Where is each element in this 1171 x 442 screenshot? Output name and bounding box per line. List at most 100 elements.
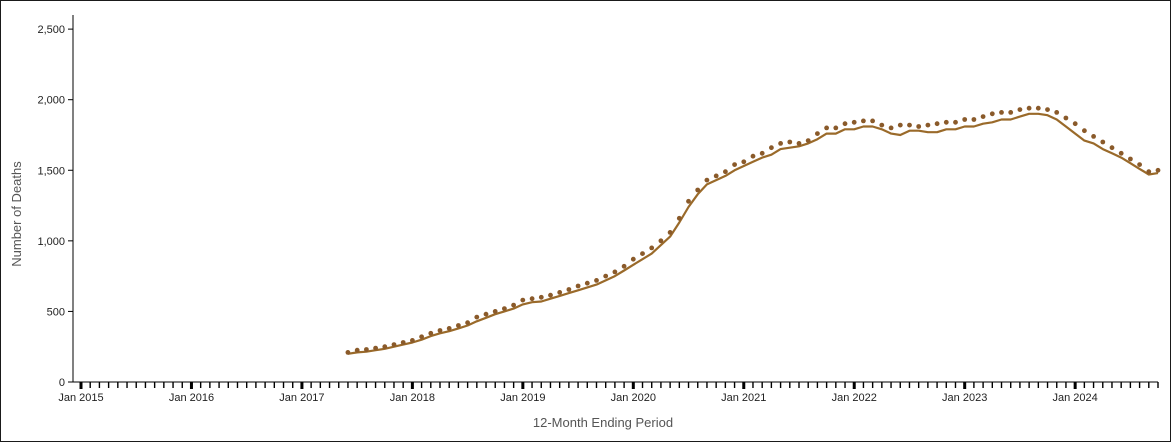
x-tick-label: Jan 2019: [500, 392, 545, 404]
series-dot: [870, 118, 875, 124]
y-tick-label: 1,000: [37, 236, 65, 248]
y-tick-label: 2,000: [37, 95, 65, 107]
series-dot: [953, 119, 958, 125]
series-dot: [566, 287, 572, 292]
series-dot: [649, 245, 655, 251]
series-dot: [410, 338, 415, 343]
series-dot: [474, 314, 480, 320]
series-dot: [1109, 145, 1115, 151]
series-dot: [1035, 105, 1041, 111]
series-dot: [345, 350, 351, 355]
series-dot: [428, 330, 434, 336]
series-dot: [621, 263, 627, 269]
series-dot: [492, 309, 498, 314]
series-dot: [916, 124, 922, 129]
series-dot: [713, 173, 719, 179]
series-dot: [925, 122, 931, 128]
series-dot: [824, 125, 829, 131]
series-dot: [1045, 107, 1050, 112]
series-dot: [695, 187, 701, 193]
x-major-tick: [79, 382, 83, 389]
series-dot: [796, 141, 802, 146]
series-dot: [861, 118, 866, 124]
series-dot: [557, 290, 563, 295]
series-dot: [750, 153, 756, 159]
series-dot: [787, 139, 793, 145]
x-major-tick: [300, 382, 304, 389]
series-dot: [732, 162, 737, 168]
y-tick-label: 2,500: [37, 24, 65, 36]
series-dot: [465, 320, 470, 326]
series-dot: [630, 256, 636, 262]
series-dot: [391, 342, 397, 347]
series-dot: [805, 138, 811, 144]
series-dot: [1118, 150, 1124, 156]
series-dot: [373, 345, 378, 351]
series-dot: [971, 117, 977, 122]
y-tick-label: 1,500: [37, 165, 65, 177]
series-dot: [723, 169, 728, 175]
x-tick-label: Jan 2021: [721, 392, 766, 404]
series-dot: [962, 117, 968, 122]
series-dot: [603, 273, 609, 279]
series-dot: [502, 306, 507, 311]
series-dot: [851, 119, 857, 125]
series-dot: [833, 125, 839, 131]
x-major-tick: [963, 382, 967, 389]
x-tick-label: Jan 2020: [611, 392, 656, 404]
series-dot: [584, 280, 590, 286]
y-axis-title: Number of Deaths: [9, 161, 24, 267]
series-line-solid: [347, 112, 1159, 355]
series-dot: [1008, 110, 1014, 115]
series-dot: [759, 150, 765, 156]
series-dot: [1091, 134, 1096, 139]
x-major-tick: [631, 382, 635, 389]
series-dot: [934, 121, 940, 127]
axes: 0 500 1,000 1,500 2,000 2,500 Jan 2015 Jan 2016…: [37, 15, 1159, 404]
series-dot: [1054, 110, 1060, 115]
series-dot: [658, 238, 664, 244]
x-tick-label: Jan 2015: [58, 392, 103, 404]
series-dot: [1128, 156, 1133, 162]
x-tick-label: Jan 2023: [942, 392, 987, 404]
x-major-tick: [852, 382, 856, 389]
x-major-tick: [189, 382, 193, 389]
x-major-tick: [1073, 382, 1077, 389]
series-dot: [437, 328, 443, 333]
series-dot: [815, 131, 820, 137]
series-dot: [594, 278, 599, 283]
series-dot: [382, 344, 388, 350]
series-dot: [741, 159, 747, 165]
series-dot: [980, 114, 986, 119]
series-dot: [456, 323, 461, 328]
y-tick-label: 0: [59, 377, 65, 389]
series-dot: [989, 111, 995, 117]
series-dot: [907, 122, 912, 128]
series-dot: [529, 296, 535, 302]
series-dot: [769, 145, 774, 151]
series-dot: [778, 141, 783, 146]
series-dot: [538, 294, 544, 300]
x-tick-label: Jan 2022: [832, 392, 877, 404]
series-dot: [897, 122, 903, 128]
y-tick-label: 500: [47, 306, 65, 318]
series-dot: [888, 125, 894, 131]
series-dot: [686, 198, 691, 204]
series-dot: [364, 347, 369, 352]
x-tick-label: Jan 2018: [390, 392, 435, 404]
series-dot: [511, 302, 516, 308]
series-dot: [640, 251, 645, 256]
series-dot: [667, 230, 673, 235]
series-dot: [520, 297, 526, 303]
series-layer: [345, 105, 1161, 355]
x-tick-label: Jan 2024: [1053, 392, 1098, 404]
series-dot: [612, 269, 618, 275]
series-dot: [1082, 128, 1087, 134]
x-major-tick: [410, 382, 414, 389]
x-tick-label: Jan 2016: [169, 392, 214, 404]
series-dot: [1063, 115, 1069, 121]
series-dot: [879, 122, 885, 128]
series-dot: [1155, 167, 1161, 173]
